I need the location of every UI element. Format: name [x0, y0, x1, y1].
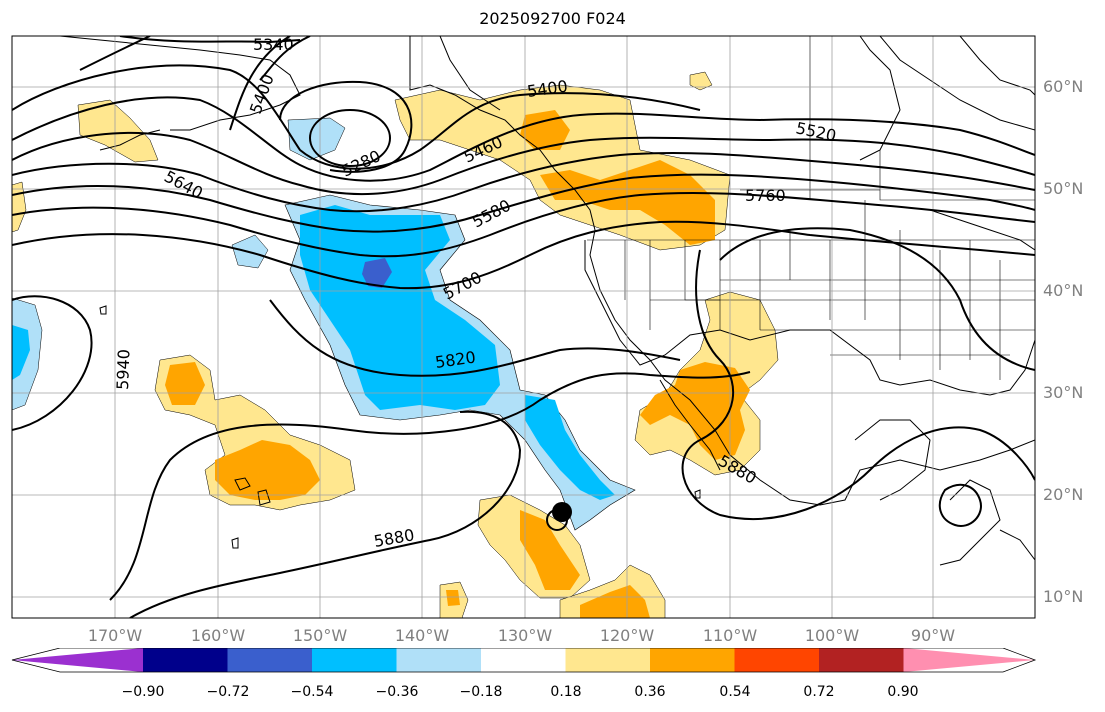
negative-anomaly-light — [287, 117, 346, 161]
longitude-label: 160°W — [190, 626, 246, 645]
colorbar-tick-label: −0.54 — [290, 684, 334, 700]
contour-label: 5700 — [440, 268, 485, 304]
colorbar-segment — [227, 648, 313, 672]
contour-label: 5640 — [161, 167, 206, 203]
colorbar-outline — [11, 648, 1037, 673]
map-title: 2025092700 F024 — [479, 9, 626, 28]
contour-label: 5280 — [339, 146, 384, 180]
longitude-label: 150°W — [292, 626, 348, 645]
colorbar-tick-label: 0.90 — [887, 684, 919, 700]
latitude-label: 60°N — [1043, 77, 1084, 96]
tropical-cyclone-icon — [546, 502, 572, 531]
colorbar-segment — [650, 648, 735, 672]
positive-anomaly-medium — [580, 585, 650, 618]
positive-anomaly-medium — [165, 362, 205, 405]
positive-anomaly-medium — [520, 510, 580, 590]
negative-anomaly-medium — [12, 325, 30, 380]
colorbar-segment — [396, 648, 482, 672]
positive-anomaly-light — [689, 71, 713, 91]
positive-anomaly-medium — [520, 110, 570, 150]
colorbar-tick-label: −0.36 — [375, 684, 419, 700]
coastlines — [59, 36, 1035, 566]
latitude-label: 50°N — [1043, 179, 1084, 198]
longitude-label: 100°W — [804, 626, 860, 645]
colorbar-segment — [143, 648, 228, 672]
colorbar-segment — [734, 648, 820, 672]
longitude-label: 140°W — [394, 626, 450, 645]
colorbar-tick-label: 0.18 — [550, 684, 582, 700]
contour-label: 5760 — [745, 186, 786, 205]
positive-anomaly-medium — [640, 362, 750, 460]
colorbar-tick-label: 0.72 — [803, 684, 835, 700]
positive-anomaly-light — [12, 181, 27, 233]
longitude-label: 130°W — [497, 626, 553, 645]
negative-anomaly-medium — [300, 205, 500, 410]
colorbar-tick-label: −0.72 — [206, 684, 250, 700]
negative-anomaly-strong — [362, 258, 392, 288]
colorbar-tick-label: −0.18 — [459, 684, 503, 700]
longitude-label: 110°W — [702, 626, 758, 645]
latitude-label: 10°N — [1043, 587, 1084, 606]
positive-anomaly-medium — [540, 160, 715, 245]
contour-label: 5340 — [253, 35, 294, 54]
height-contours — [12, 36, 1035, 618]
contour-label: 5520 — [794, 118, 838, 145]
contour-label: 5880 — [372, 525, 415, 551]
longitude-label: 170°W — [87, 626, 143, 645]
colorbar-extend-max — [903, 648, 1035, 672]
longitude-label: 120°W — [599, 626, 655, 645]
latitude-label: 20°N — [1043, 485, 1084, 504]
islands — [99, 305, 701, 549]
colorbar-segment — [565, 648, 651, 672]
latitude-label: 40°N — [1043, 281, 1084, 300]
longitude-label: 90°W — [910, 626, 956, 645]
colorbar-segment — [312, 648, 397, 672]
positive-anomaly-light — [77, 99, 159, 163]
contour-label: 5580 — [469, 196, 514, 232]
graticule — [12, 36, 1035, 618]
map-frame — [11, 35, 1036, 619]
colorbar-segment — [819, 648, 904, 672]
colorbar-tick-label: 0.36 — [634, 684, 666, 700]
colorbar-extend-min — [12, 648, 143, 672]
negative-anomaly-medium — [525, 395, 615, 500]
colorbar-tick-label: −0.90 — [121, 684, 165, 700]
colorbar-tick-label: 0.54 — [719, 684, 751, 700]
contour-label: 5940 — [113, 349, 133, 390]
colorbar-segment — [481, 648, 566, 672]
positive-anomaly-medium — [215, 440, 320, 500]
latitude-label: 30°N — [1043, 383, 1084, 402]
colorbar — [11, 648, 1037, 673]
positive-anomaly-medium — [446, 590, 460, 606]
